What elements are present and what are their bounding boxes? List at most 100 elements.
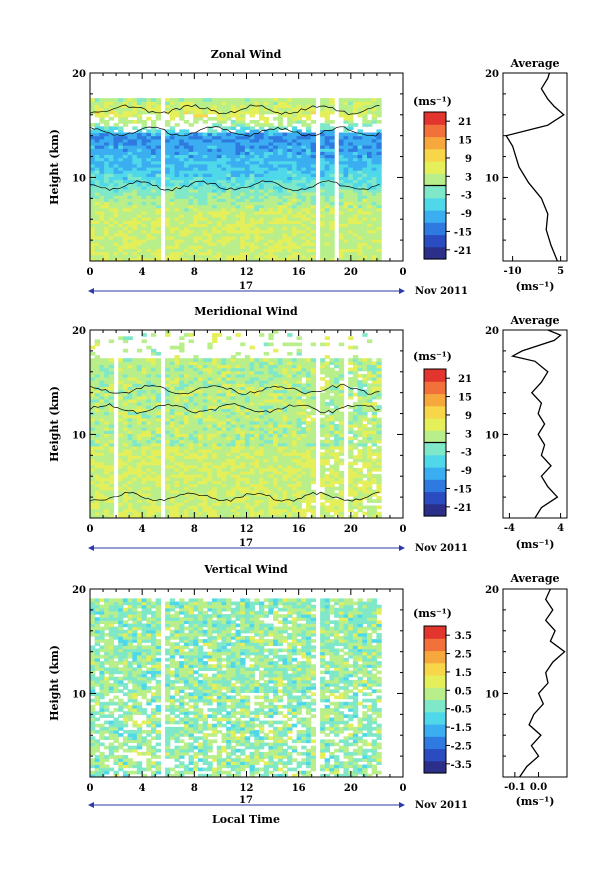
heatmap-cell <box>263 455 269 459</box>
heatmap-cell <box>118 436 124 441</box>
heatmap-cell <box>287 254 293 259</box>
heatmap-cell <box>90 148 96 152</box>
heatmap-cell <box>169 204 176 209</box>
heatmap-cell <box>136 101 143 105</box>
heatmap-cell <box>268 104 274 108</box>
profile-x-tick-label: 5 <box>557 266 564 277</box>
x-tick-label: 8 <box>191 267 198 278</box>
heatmap-cell <box>94 132 100 137</box>
heatmap-cell <box>244 427 251 431</box>
heatmap-cell <box>277 170 284 174</box>
heatmap-cell <box>367 229 373 234</box>
heatmap-cell <box>127 427 133 431</box>
heatmap-cell <box>198 138 204 143</box>
heatmap-cell <box>108 442 115 447</box>
heatmap-cell <box>165 229 171 234</box>
heatmap-cell <box>277 220 284 224</box>
heatmap-cell <box>259 508 265 513</box>
heatmap-cell <box>99 129 105 134</box>
heatmap-cell <box>226 373 232 378</box>
heatmap-cell <box>259 104 265 108</box>
heatmap-cell <box>221 179 227 184</box>
heatmap-cell <box>221 141 227 146</box>
heatmap-cell <box>320 154 326 159</box>
heatmap-cell <box>324 110 330 115</box>
heatmap-cell <box>235 217 241 221</box>
heatmap-cell <box>324 123 330 127</box>
heatmap-cell <box>188 339 194 344</box>
heatmap-cell <box>118 217 124 221</box>
heatmap-cell <box>221 170 227 174</box>
heatmap-cell <box>268 502 274 506</box>
heatmap-cell <box>151 458 157 463</box>
heatmap-cell <box>118 474 124 478</box>
heatmap-cell <box>207 226 213 231</box>
heatmap-cell <box>141 104 147 108</box>
heatmap-cell <box>240 449 246 453</box>
heatmap-cell <box>188 414 194 419</box>
heatmap-cell <box>132 217 138 221</box>
heatmap-cell <box>183 499 190 503</box>
heatmap-cell <box>259 449 265 453</box>
heatmap-cell <box>282 188 288 193</box>
heatmap-cell <box>155 461 161 466</box>
heatmap-cell <box>235 333 241 337</box>
heatmap-cell <box>132 173 138 177</box>
heatmap-cell <box>221 167 227 171</box>
heatmap-cell <box>118 511 124 516</box>
heatmap-cell <box>367 151 373 155</box>
heatmap-cell <box>169 505 176 510</box>
heatmap-cell <box>263 232 269 237</box>
heatmap-cell <box>249 176 255 181</box>
heatmap-cell <box>296 129 302 134</box>
heatmap-cell <box>198 395 204 400</box>
heatmap-cell <box>348 107 354 112</box>
heatmap-cell <box>165 170 171 174</box>
heatmap-cell <box>320 138 326 143</box>
heatmap-cell <box>235 464 241 469</box>
heatmap-cell <box>99 455 105 459</box>
heatmap-cell <box>104 214 110 218</box>
heatmap-cell <box>324 98 330 102</box>
heatmap-cell <box>104 496 110 500</box>
heatmap-cell <box>268 257 274 261</box>
heatmap-cell <box>235 496 241 500</box>
heatmap-cell <box>118 433 124 438</box>
heatmap-cell <box>183 148 190 152</box>
heatmap-cell <box>104 480 110 485</box>
heatmap-cell <box>188 185 194 190</box>
heatmap-cell <box>174 207 180 212</box>
heatmap-cell <box>155 408 161 412</box>
heatmap-cell <box>198 398 204 403</box>
heatmap-cell <box>188 245 194 249</box>
heatmap-cell <box>207 145 213 149</box>
heatmap-cell <box>376 232 382 237</box>
heatmap-cell <box>277 235 284 240</box>
heatmap-cell <box>198 383 204 387</box>
heatmap-cell <box>348 223 354 228</box>
heatmap-cell <box>352 220 359 224</box>
heatmap-cell <box>249 138 255 143</box>
heatmap-cell <box>254 449 260 453</box>
heatmap-cell <box>193 402 199 406</box>
heatmap-cell <box>254 257 260 261</box>
heatmap-cell <box>207 364 213 369</box>
heatmap-cell <box>146 192 152 196</box>
heatmap-cell <box>268 151 274 155</box>
heatmap-cell <box>146 455 152 459</box>
heatmap-cell <box>216 201 223 206</box>
heatmap-cell <box>104 148 110 152</box>
heatmap-cell <box>141 135 147 140</box>
heatmap-cell <box>188 232 194 237</box>
heatmap-cell <box>254 496 260 500</box>
heatmap-cell <box>291 254 298 259</box>
heatmap-cell <box>268 170 274 174</box>
heatmap-cell <box>244 138 251 143</box>
heatmap-cell <box>90 480 96 485</box>
heatmap-cell <box>226 505 232 510</box>
heatmap-cell <box>320 204 326 209</box>
heatmap-cell <box>174 239 180 243</box>
heatmap-cell <box>183 452 190 456</box>
contour-line <box>90 104 380 115</box>
heatmap-cell <box>263 502 269 506</box>
